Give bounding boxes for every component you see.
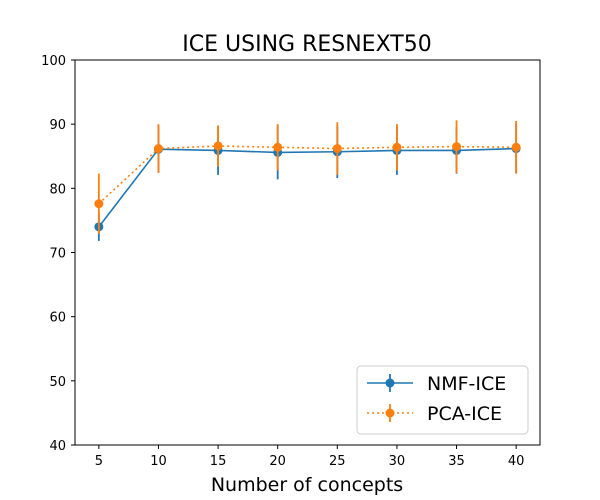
x-tick-label: 40 — [508, 454, 525, 469]
x-tick-label: 5 — [95, 454, 103, 469]
data-point-pca-ice — [452, 142, 462, 152]
data-point-pca-ice — [511, 142, 521, 152]
legend-label-pca-ice: PCA-ICE — [427, 403, 502, 425]
legend-marker-pca-ice — [385, 408, 395, 418]
series-pca-ice — [94, 120, 521, 234]
x-axis-label: Number of concepts — [211, 474, 403, 496]
y-tick-label: 90 — [49, 118, 66, 133]
x-tick-label: 30 — [389, 454, 406, 469]
y-tick-label: 70 — [49, 247, 66, 262]
series-line-pca-ice — [98, 145, 517, 205]
y-tick-label: 60 — [49, 311, 66, 326]
y-tick-label: 100 — [41, 54, 66, 69]
x-tick-label: 20 — [269, 454, 286, 469]
x-tick-label: 25 — [329, 454, 346, 469]
axis-ticks: 5 10 15 20 25 30 35 40 40 50 60 70 80 90 100 — [41, 54, 524, 469]
data-point-pca-ice — [153, 144, 163, 154]
x-tick-label: 15 — [210, 454, 227, 469]
y-tick-label: 50 — [49, 375, 66, 390]
series-line-nmf-ice — [98, 147, 517, 228]
plot-area — [94, 120, 521, 241]
data-point-pca-ice — [332, 144, 342, 154]
data-point-pca-ice — [392, 142, 402, 152]
legend-marker-nmf-ice — [385, 378, 395, 388]
x-tick-label: 10 — [150, 454, 167, 469]
data-point-pca-ice — [273, 142, 283, 152]
legend: NMF-ICE PCA-ICE — [356, 365, 529, 435]
data-point-pca-ice — [94, 199, 104, 209]
x-tick-label: 35 — [448, 454, 465, 469]
data-point-pca-ice — [213, 141, 223, 151]
chart-title: ICE USING RESNEXT50 — [182, 32, 431, 57]
legend-label-nmf-ice: NMF-ICE — [427, 373, 506, 395]
y-tick-label: 80 — [49, 182, 66, 197]
y-tick-label: 40 — [49, 439, 66, 454]
